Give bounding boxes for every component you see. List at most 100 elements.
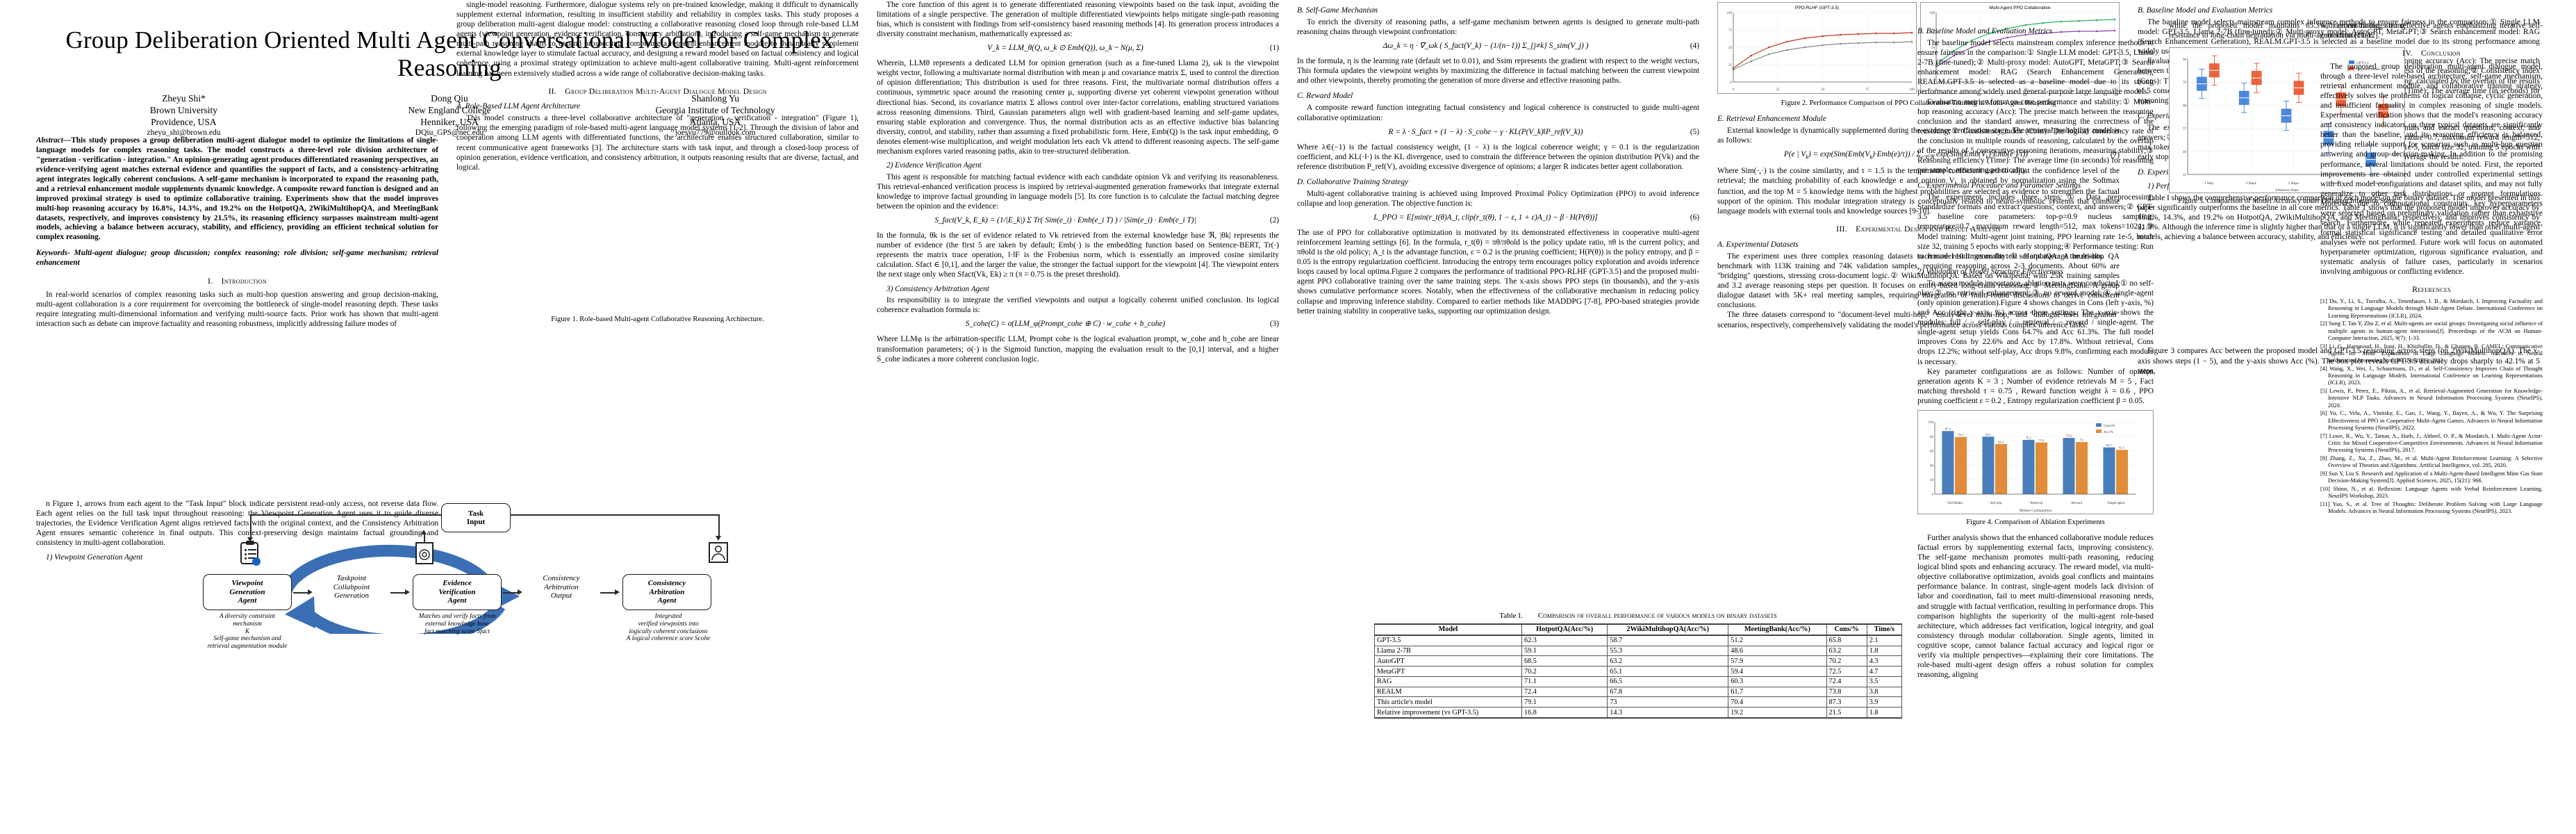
svg-text:100: 100 [2112, 88, 2117, 92]
cell-value: 73 [1607, 696, 1729, 708]
svg-text:42.1%: 42.1% [2389, 153, 2399, 157]
cell-value: 4.3 [1866, 655, 1903, 667]
equation-3: S_cohe(C) = σ(LLM_φ(Prompt_cohe ⊕ C) · w… [877, 320, 1279, 329]
equation-1-number: (1) [1269, 44, 1279, 53]
figure4-caption: Figure 4. Comparison of Ablation Experim… [1966, 518, 2105, 526]
svg-text:GPT-3.5: GPT-3.5 [2356, 61, 2369, 65]
table-row: AutoGPT 68.5 63.2 57.9 70.2 4.3 [1373, 655, 1903, 667]
cell-value: 16.8 [1521, 707, 1608, 719]
cell-value: 63.2 [1607, 655, 1729, 667]
equation-5-body: R = λ · S_fact + (1 − λ) · S_cohe − γ · … [1388, 127, 1583, 136]
svg-text:0: 0 [1933, 81, 1935, 85]
reference-item: [5] Lewis, P., Perez, E., Piktus, A., et… [2320, 388, 2543, 409]
c7-procedure-p: The experiment includes three steps:① Da… [1917, 193, 2154, 261]
svg-text:Proposed Model: Proposed Model [2356, 67, 2381, 72]
sec2a1-paragraph: The core function of this agent is to ge… [877, 1, 1279, 39]
cell-value: 1.8 [1866, 645, 1903, 657]
svg-text:50: 50 [2024, 88, 2028, 92]
author-entry: Dong Qiu New England College Henniker, U… [319, 92, 581, 139]
diagram-arrow-down-right [716, 536, 721, 541]
diagram-line-down-right [718, 514, 720, 537]
svg-text:Single-agent: Single-agent [2108, 502, 2125, 505]
sec3d1-paragraph-2: Figure 3 compares Acc between the propos… [2138, 347, 2540, 375]
figure1-space-col2 [456, 172, 859, 311]
svg-text:75: 75 [1931, 29, 1935, 33]
cell-value: 4.7 [1866, 666, 1903, 677]
equation-5: R = λ · S_fact + (1 − λ) · S_cohe − γ · … [1297, 128, 1699, 138]
cell-value: 59.1 [1521, 645, 1608, 657]
svg-text:75: 75 [2068, 88, 2072, 92]
subsection-heading-role-based-architecture: A. Role-Based LLM Agent Architecture [456, 102, 581, 111]
sec2a2-paragraph-2: In the formula, θk is the set of evidenc… [877, 231, 1279, 279]
section-heading-experimental-design: III. Experimental Design and Result Anal… [1836, 224, 2001, 234]
cell-value: 70.4 [1728, 696, 1827, 708]
th-time: Time/s [1866, 623, 1903, 636]
equation-3-number: (3) [1269, 320, 1279, 329]
keywords: Keywords- Multi-agent dialogue; group di… [36, 249, 438, 268]
reference-item: [9] Sun Y, Liu S. Research and Applicati… [2320, 470, 2543, 484]
svg-text:PPO-RLHF (GPT-3.5): PPO-RLHF (GPT-3.5) [1795, 6, 1839, 10]
diagram-arrow-line-1 [293, 592, 308, 594]
cell-value: 71.1 [1521, 676, 1608, 687]
equation-6: L_PPO = E[min(r_t(θ)A_t, clip(r_t(θ), 1 … [1297, 213, 1699, 223]
svg-text:- Reward: - Reward [2070, 502, 2082, 505]
cell-value: 63.2 [1826, 645, 1867, 657]
author-name: Zheyu Shi* [162, 92, 206, 104]
reference-item: [7] Lowe, R., Wu, Y., Tamar, A., Harb, J… [2320, 432, 2543, 454]
svg-text:68: 68 [2183, 105, 2187, 108]
subsection-heading-consistency-arbitration-agent: 3) Consistency Arbitration Agent [886, 284, 989, 293]
svg-text:Full Model: Full Model [1947, 502, 1963, 505]
sec2c-paragraph: A composite reward function integrating … [1297, 104, 1699, 122]
cell-value: 66.5 [1607, 676, 1729, 687]
svg-text:72: 72 [2080, 439, 2083, 442]
c7-validation-p2: Key parameter configurations are as foll… [1917, 367, 2154, 405]
sec2d-paragraph-2: The use of PPO for collaborative optimiz… [1297, 228, 1699, 316]
chart-ablation: 87.3 79.1 Full Model 79.5 69.3 - Self-play 75.… [1917, 409, 2154, 514]
cell-value: 48.6 [1728, 645, 1827, 657]
performance-table: Model HotpotQA(Acc/%) 2WikiMultihopQA(Ac… [1373, 623, 1903, 719]
svg-text:Module Configuration: Module Configuration [2020, 508, 2052, 513]
sec3d1-paragraph: Table I shows the comprehensive performa… [2138, 194, 2540, 242]
c9-iterative-selfcorrection: with recent findings on reflective agent… [2320, 22, 2543, 40]
svg-text:65.3%: 65.3% [2389, 104, 2399, 108]
sec2b-paragraph-2: In the formula, η is the learning rate (… [1297, 57, 1699, 85]
diagram-line-doc-up [424, 532, 425, 543]
clipboard-check-icon [240, 541, 261, 566]
diagram-arrow-line-2 [390, 592, 406, 594]
sec2a1-paragraph-2: Wherein, LLMθ represents a dedicated LLM… [877, 59, 1279, 156]
sec3a-paragraph-2: The three datasets correspond to "docume… [1717, 311, 2120, 329]
sec2a-paragraph-1: This model constructs a three-level coll… [456, 114, 859, 172]
svg-text:50: 50 [1931, 47, 1935, 50]
diagram-line-down-left [250, 514, 251, 538]
diagram-line-top-right [511, 514, 719, 516]
table-row: Llama 2-7B 59.1 55.3 48.6 63.2 1.8 [1373, 645, 1903, 657]
svg-text:0: 0 [1731, 81, 1733, 85]
svg-text:35: 35 [2183, 174, 2187, 177]
column-7: B. Baseline Model and Evaluation Metrics… [1917, 21, 2154, 680]
reference-item: [6] Yu, C., Velu, A., Vinitsky, E., Gao,… [2320, 410, 2543, 431]
cell-value: 3.8 [1866, 686, 1903, 698]
c8-cont-left: while the proposed model maintains 65.3%… [2169, 22, 2405, 40]
cell-value: 14.3 [1607, 707, 1729, 719]
cell-value: 68.5 [1521, 655, 1608, 667]
reference-item: [3] Li, G., Hammoud, H., Itani, H., Khiz… [2320, 343, 2543, 364]
table-row: Relative improvement (vs GPT-3.5) 16.8 14.… [1373, 707, 1903, 719]
sec2a2-paragraph: This agent is responsible for matching f… [877, 172, 1279, 211]
cell-model: Relative improvement (vs GPT-3.5) [1373, 707, 1523, 719]
diagram-arrow-line-3 [503, 592, 518, 594]
svg-text:25: 25 [1979, 88, 1983, 92]
figure1-space-col1 [36, 329, 438, 480]
table-row: GPT-3.5 62.3 58.7 51.2 65.8 2.1 [1373, 635, 1903, 646]
equation-2-number: (2) [1269, 216, 1279, 225]
table1-caption: Table I. Comparison of overall performan… [1374, 612, 1902, 620]
sec2c-paragraph-2: Where λ∈(−1) is the factual consistency … [1297, 142, 1699, 171]
author-email: zheyu_shi@brown.edu [147, 129, 221, 138]
chart-svg: 1 Step 2 Steps 3 Steps 4 Steps 5 Steps 65.3% 4… [2183, 55, 2399, 193]
author-location: Atlanta, USA [689, 117, 741, 128]
svg-text:77.8: 77.8 [2066, 434, 2072, 437]
sec2a3-paragraph-2: Where LLMφ is the arbitration-specific L… [877, 335, 1279, 363]
equation-7-body: P(e | Vk) = exp(Sim(Emb(Vk)·Emb(e)/τ)) /… [1783, 150, 2029, 161]
author-email: DQiu_GPS@nec.edu [415, 129, 484, 138]
svg-text:40: 40 [1930, 464, 1934, 468]
